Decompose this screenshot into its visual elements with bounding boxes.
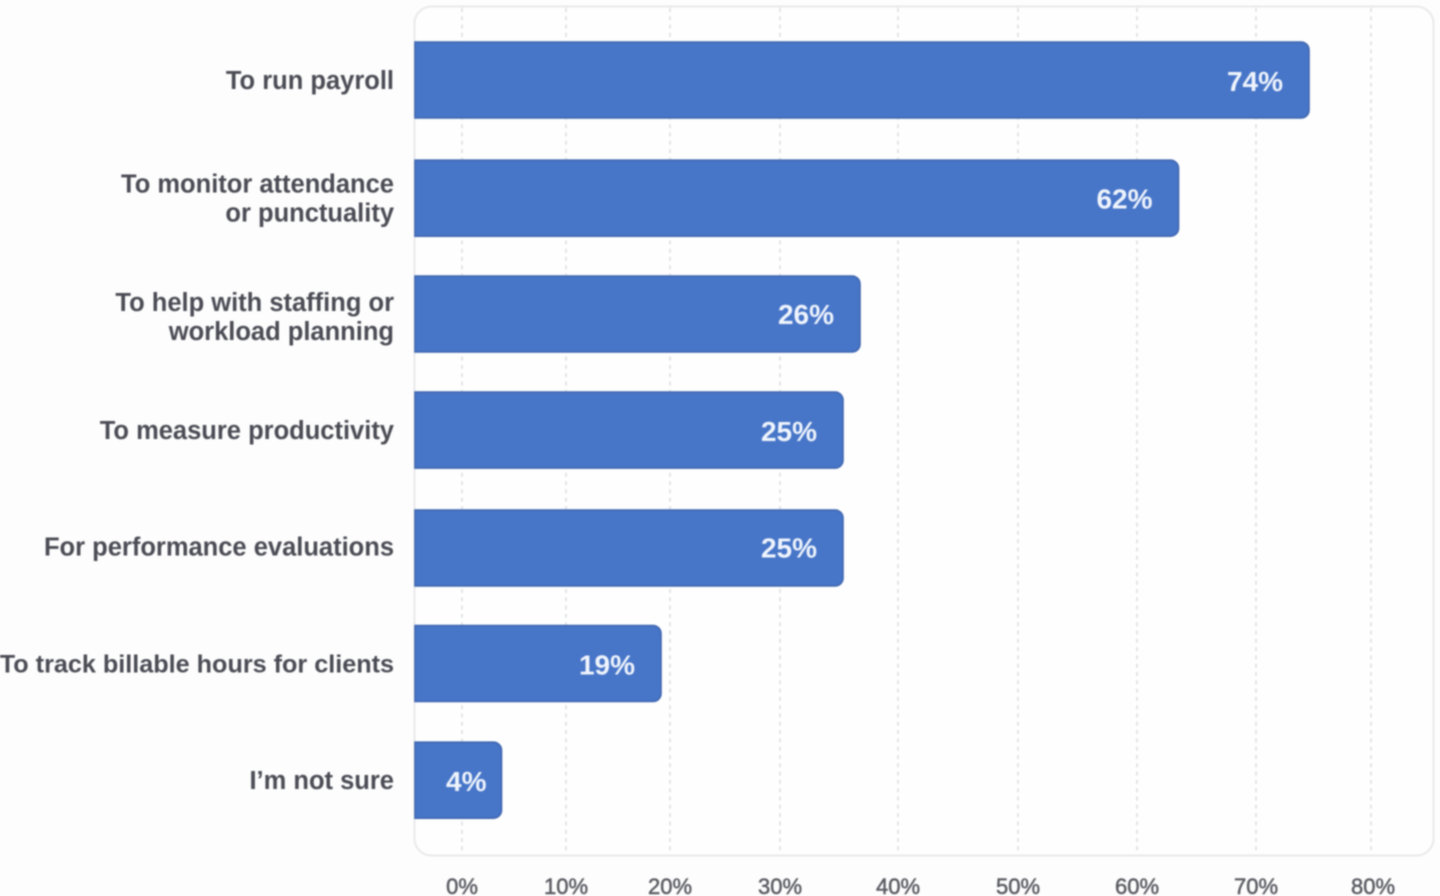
svg-text:20%: 20% [648,874,692,896]
svg-text:To track billable hours for cl: To track billable hours for clients [0,650,394,678]
svg-text:26%: 26% [778,299,834,330]
svg-text:40%: 40% [876,874,920,896]
svg-text:10%: 10% [544,874,588,896]
svg-text:70%: 70% [1234,874,1278,896]
svg-text:4%: 4% [446,766,487,797]
svg-text:To measure productivity: To measure productivity [100,417,395,445]
svg-text:74%: 74% [1227,66,1283,97]
svg-text:60%: 60% [1115,874,1159,896]
svg-text:25%: 25% [761,533,817,564]
svg-text:For performance evaluations: For performance evaluations [44,534,394,562]
svg-text:I’m not sure: I’m not sure [249,767,394,795]
svg-text:19%: 19% [579,649,635,680]
svg-text:50%: 50% [996,874,1040,896]
svg-text:80%: 80% [1351,874,1395,896]
svg-text:To run payroll: To run payroll [226,67,394,95]
svg-text:62%: 62% [1096,184,1152,215]
svg-text:To help with staffing or: To help with staffing or [115,289,394,317]
svg-text:0%: 0% [446,874,478,896]
svg-text:30%: 30% [758,874,802,896]
svg-text:25%: 25% [761,416,817,447]
svg-text:or punctuality: or punctuality [225,200,394,228]
svg-text:workload planning: workload planning [168,318,394,346]
svg-text:To monitor attendance: To monitor attendance [121,171,394,199]
